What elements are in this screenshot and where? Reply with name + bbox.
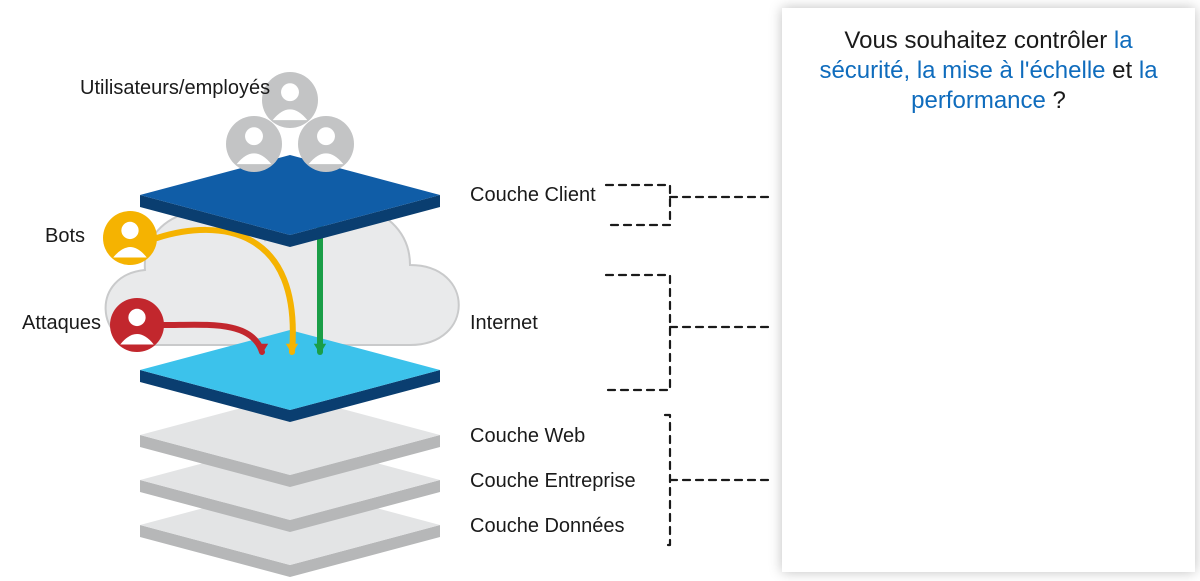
question-panel: Vous souhaitez contrôler la sécurité, la… (782, 8, 1195, 572)
label-layer_data: Couche Données (470, 515, 625, 538)
label-layer_web: Couche Web (470, 425, 585, 448)
label-attacks: Attaques (22, 312, 101, 335)
panel-title: Vous souhaitez contrôler la sécurité, la… (782, 26, 1195, 116)
label-internet: Internet (470, 312, 538, 335)
label-users: Utilisateurs/employés (80, 77, 270, 100)
label-layer_biz: Couche Entreprise (470, 470, 636, 493)
label-layer_client: Couche Client (470, 184, 596, 207)
label-bots: Bots (45, 225, 85, 248)
